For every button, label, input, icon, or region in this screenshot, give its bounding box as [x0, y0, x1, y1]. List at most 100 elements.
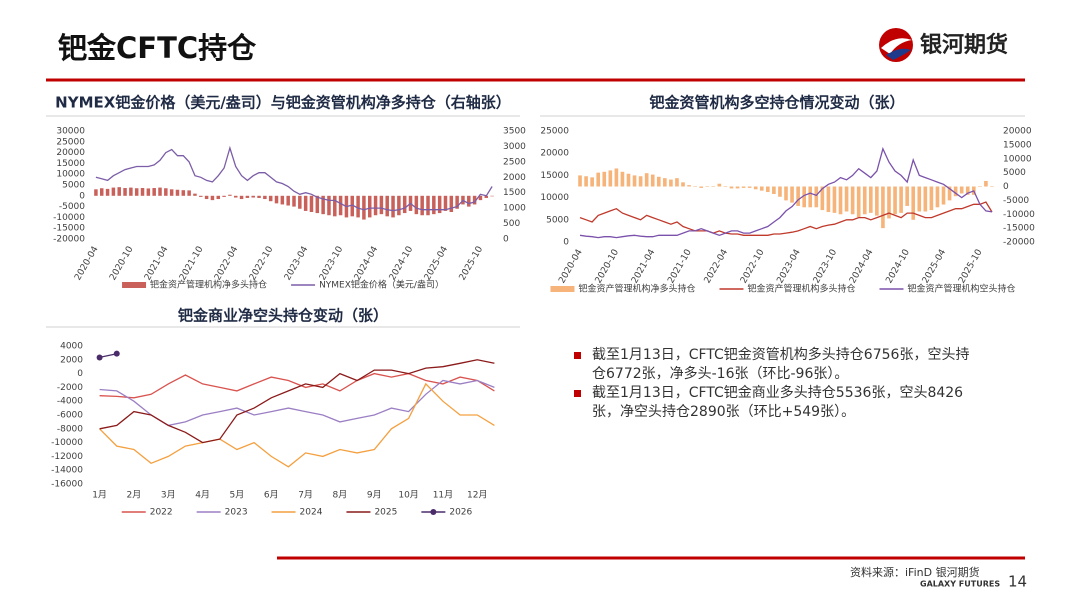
x-tick-label: 11月 [433, 490, 453, 501]
bar [356, 195, 360, 218]
x-tick-label: 2021-10 [178, 245, 206, 283]
bar [656, 176, 661, 187]
bar [478, 195, 483, 201]
bar [443, 195, 448, 211]
legend-swatch [550, 286, 575, 292]
logo-swoosh [881, 38, 912, 54]
y2-tick-label: -10000 [1003, 210, 1035, 220]
y2-tick-label: 3500 [503, 127, 526, 137]
y-tick-label: -5000 [59, 202, 85, 212]
bar [309, 195, 314, 212]
bar [94, 189, 98, 196]
x-tick-label: 2020-10 [108, 245, 136, 283]
logo-text: 银河期货 [920, 32, 1008, 58]
bar [239, 195, 244, 200]
bar [315, 195, 320, 214]
legend-label: 2025 [374, 508, 397, 518]
bar [257, 195, 261, 198]
bar [134, 188, 139, 196]
bar [216, 195, 221, 200]
bar [292, 195, 296, 207]
bar [741, 186, 746, 188]
bar [467, 195, 471, 207]
y-tick-label: 30000 [56, 127, 85, 137]
legend-label: 钯金资产管理机构净多头持仓 [578, 283, 695, 295]
bar [766, 186, 770, 193]
line [99, 359, 495, 444]
bar [379, 195, 384, 215]
bar [778, 186, 782, 197]
legend: 2022 2023 2024 2025 2026 [121, 508, 473, 518]
x-tick-label: 5月 [230, 490, 245, 501]
bar [193, 193, 197, 196]
marker [96, 354, 103, 361]
x-tick-label: 8月 [333, 490, 348, 501]
bar [333, 195, 337, 217]
bar [385, 195, 389, 217]
x-tick-label: 2020-04 [557, 248, 585, 286]
y-tick-label: -10000 [51, 438, 83, 448]
bar [753, 186, 758, 190]
chart-title: 钯金资管机构多空持仓情况变动（张） [649, 94, 904, 112]
logo: 银河期货 [879, 28, 1008, 62]
bar [941, 186, 946, 205]
bar [222, 195, 226, 197]
line [579, 146, 993, 239]
bar [350, 195, 355, 217]
bar [111, 187, 116, 196]
bar [681, 182, 685, 187]
bar [990, 186, 994, 187]
bar [881, 186, 885, 229]
bar [169, 189, 174, 196]
bar [632, 175, 637, 187]
bar [953, 186, 958, 197]
bar [899, 186, 903, 213]
legend-label: 2024 [300, 508, 323, 518]
y-tick-label: 20000 [56, 148, 85, 158]
y2-tick-label: 2000 [503, 173, 526, 183]
legend-label: 2023 [225, 508, 248, 518]
y-tick-label: 4000 [60, 342, 83, 352]
y-tick-label: 2000 [60, 355, 83, 365]
source: 资料来源：iFinD 银河期货 [850, 565, 980, 579]
bar [245, 195, 250, 198]
bar [887, 186, 891, 219]
x-tick-label: 1月 [92, 490, 107, 501]
bar [911, 186, 916, 220]
x-tick-label: 2021-04 [143, 245, 171, 283]
bar [790, 186, 794, 203]
x-tick-label: 2020-04 [73, 245, 101, 283]
bar [868, 186, 873, 213]
y-tick-label: -12000 [51, 452, 83, 462]
bar [923, 186, 928, 212]
y-tick-label: 15000 [540, 171, 569, 181]
bar [669, 179, 673, 187]
legend: 钯金资产管理机构净多头持仓 钯金资产管理机构多头持仓 钯金资产管理机构空头持仓 [550, 283, 1016, 295]
x-tick-label: 2023-04 [283, 245, 311, 283]
bar [140, 188, 145, 196]
bar [626, 173, 631, 187]
bar [638, 176, 643, 187]
x-tick-label: 2024-10 [884, 248, 912, 286]
bar [426, 195, 430, 216]
bar [187, 190, 191, 196]
bar [875, 186, 879, 216]
bar [759, 186, 764, 191]
bar [117, 187, 121, 196]
y-tick-label: 5000 [546, 215, 569, 225]
bar [838, 186, 843, 215]
bar [844, 186, 849, 212]
bar [729, 186, 734, 189]
y-tick-label: -4000 [57, 397, 83, 407]
y-tick-label: 0 [77, 369, 83, 379]
bar [414, 195, 419, 215]
bar [650, 174, 655, 187]
line [579, 201, 993, 236]
y-tick-label: 20000 [540, 149, 569, 159]
bar [590, 177, 594, 187]
legend-swatch [122, 282, 147, 288]
y2-tick-label: 15000 [1003, 140, 1032, 150]
legend-label: 钯金资产管理机构空头持仓 [908, 283, 1016, 295]
bar [263, 195, 267, 200]
